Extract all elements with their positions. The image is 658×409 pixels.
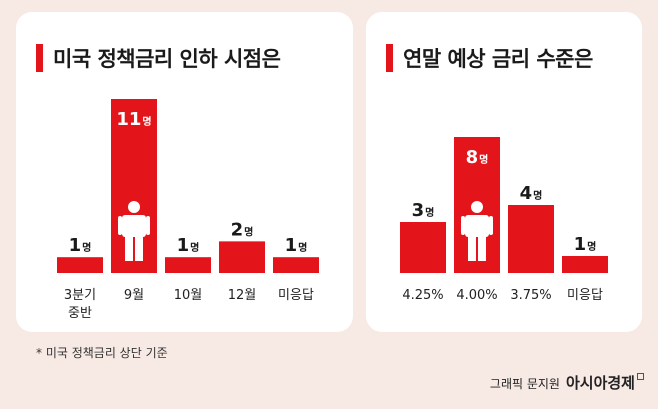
title-accent-bar: [36, 44, 43, 72]
category-label: 4.00%: [456, 288, 497, 303]
credit: 그래픽 문지원 아시아경제: [490, 372, 644, 393]
brand-logo: 아시아경제: [565, 374, 635, 392]
bar: [562, 256, 608, 273]
category-label: 12월: [228, 288, 257, 303]
person-icon: [118, 201, 150, 261]
category-label: 10월: [174, 288, 203, 303]
data-label: 1명: [69, 235, 92, 256]
bar: [219, 241, 265, 273]
chart-title: 미국 정책금리 인하 시점은: [53, 47, 281, 71]
person-icon: [461, 201, 493, 261]
bar: [165, 257, 211, 273]
data-label: 1명: [177, 235, 200, 256]
category-label: 미응답: [567, 288, 603, 303]
category-label: 3.75%: [510, 288, 551, 303]
graphic-credit: 그래픽 문지원: [489, 377, 560, 391]
data-label: 3명: [412, 200, 435, 221]
category-label: 중반: [68, 306, 92, 321]
data-label: 4명: [520, 183, 543, 204]
bar: [57, 257, 103, 273]
data-label: 1명: [574, 234, 597, 255]
bar: [508, 205, 554, 273]
category-label: 9월: [124, 288, 144, 303]
chart-title: 연말 예상 금리 수준은: [403, 47, 593, 71]
bar: [111, 99, 157, 273]
category-label: 미응답: [278, 288, 314, 303]
bar: [400, 222, 446, 273]
data-label: 1명: [285, 235, 308, 256]
brand-mark-icon: [637, 373, 644, 380]
footnote: * 미국 정책금리 상단 기준: [36, 346, 168, 360]
bar: [273, 257, 319, 273]
data-label: 8명: [466, 147, 489, 168]
category-label: 3분기: [64, 288, 96, 303]
data-label: 11명: [116, 109, 151, 130]
data-label: 2명: [231, 219, 254, 240]
category-label: 4.25%: [402, 288, 443, 303]
title-accent-bar: [386, 44, 393, 72]
